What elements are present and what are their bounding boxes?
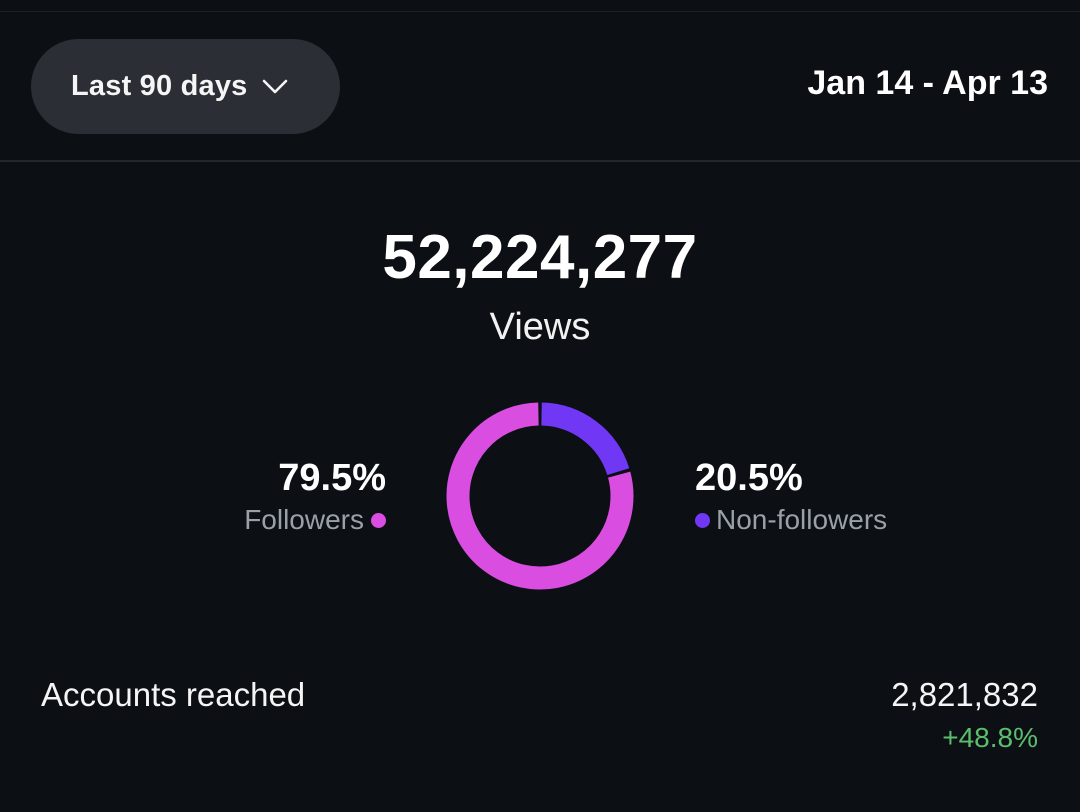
- followers-dot-icon: [371, 512, 386, 528]
- chevron-down-icon: [262, 79, 288, 95]
- donut-segment-followers: [446, 402, 634, 590]
- followers-percent: 79.5%: [278, 457, 386, 499]
- non-followers-legend-row: Non-followers: [695, 500, 887, 540]
- followers-segment-legend: 79.5% Followers: [244, 456, 386, 540]
- header-divider: [0, 160, 1080, 162]
- non-followers-label: Non-followers: [716, 504, 888, 535]
- non-followers-dot-icon: [695, 512, 710, 528]
- followers-label: Followers: [244, 504, 364, 535]
- donut-segment-non-followers: [540, 402, 630, 476]
- views-total: 52,224,277: [382, 223, 698, 292]
- views-donut-chart: [446, 402, 634, 590]
- date-range-dropdown-label: Last 90 days: [71, 70, 248, 102]
- top-divider: [0, 11, 1080, 12]
- views-label: Views: [489, 306, 591, 348]
- date-range-text: Jan 14 - Apr 13: [807, 64, 1048, 102]
- non-followers-percent: 20.5%: [695, 457, 803, 499]
- followers-legend-row: Followers: [244, 500, 386, 540]
- date-range-dropdown[interactable]: Last 90 days: [31, 39, 340, 134]
- accounts-reached-label: Accounts reached: [41, 676, 306, 713]
- non-followers-segment-legend: 20.5% Non-followers: [695, 456, 887, 540]
- accounts-reached-value: 2,821,832: [891, 676, 1038, 713]
- accounts-reached-change: +48.8%: [942, 722, 1038, 753]
